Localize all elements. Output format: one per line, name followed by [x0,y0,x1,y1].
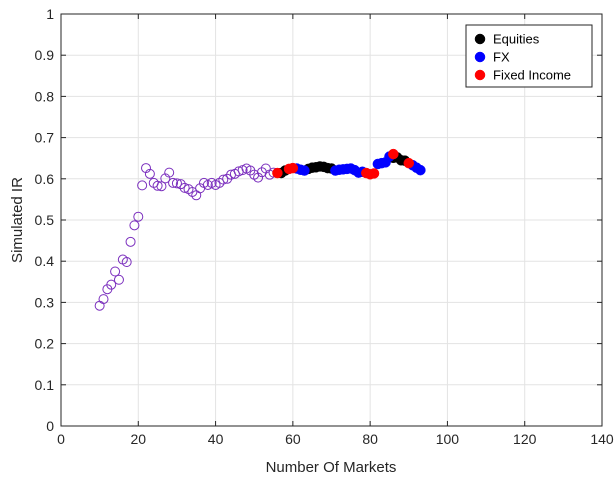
x-tick-label: 60 [285,431,301,447]
data-point-open [152,180,163,191]
data-point-open [106,279,117,290]
data-point-open [98,294,109,305]
data-point-open [129,220,140,231]
y-tick-label: 0.6 [35,171,55,187]
y-tick-label: 0 [46,418,54,434]
data-point-open [175,179,186,190]
y-tick-label: 0.7 [35,130,55,146]
legend-label-equities: Equities [493,32,540,47]
data-point-open [253,172,264,183]
data-point-fx [415,164,426,176]
tick-labels: 0 20 40 60 80 100 120 140 0 0.1 0.2 0.3 0.4 0.5 0.6 0.7… [35,6,614,447]
y-tick-label: 0.2 [35,336,55,352]
y-tick-label: 0.4 [35,253,55,269]
data-point-open [141,163,152,174]
x-axis-label: Number Of Markets [266,459,397,476]
y-tick-label: 0.5 [35,212,55,228]
x-tick-label: 100 [436,431,460,447]
data-point-fixed-income [403,157,415,169]
data-point-open [110,266,121,277]
data-point-open [137,180,148,191]
data-point-fx [299,165,310,176]
legend-label-fixed-income: Fixed Income [493,68,571,83]
legend-label-fx: FX [493,50,510,65]
x-tick-label: 20 [130,431,146,447]
x-tick-label: 140 [590,431,614,447]
data-point-open [133,211,144,222]
x-tick-label: 40 [208,431,224,447]
y-axis-label: Simulated IR [9,177,26,263]
data-point-open [113,274,124,285]
x-tick-label: 120 [513,431,537,447]
legend: Equities FX Fixed Income [465,24,593,88]
data-points [94,148,426,311]
data-point-fixed-income [287,162,299,174]
data-point-open [121,257,132,268]
y-tick-label: 1 [46,6,54,22]
series-3 [272,148,415,180]
data-point-fixed-income [368,168,380,179]
legend-items: Equities FX Fixed Income [474,32,571,83]
data-point-open [171,178,182,189]
x-tick-label: 80 [362,431,378,447]
data-point-open [218,174,229,185]
legend-box [465,24,593,88]
data-point-fixed-income [272,167,283,179]
data-point-open [214,177,225,188]
data-point-fixed-income [388,148,399,160]
axis-ticks [60,13,603,427]
y-tick-label: 0.8 [35,88,55,104]
series-0 [94,163,279,311]
y-tick-label: 0.1 [35,377,55,393]
data-point-open [125,236,136,247]
x-tick-label: 0 [57,431,65,447]
y-tick-label: 0.3 [35,294,55,310]
y-tick-label: 0.9 [35,47,55,63]
legend-marker-equities [474,33,486,45]
data-point-open [144,168,155,179]
data-point-open [179,182,190,193]
data-point-open [156,181,167,192]
data-point-open [168,177,179,188]
legend-marker-fixed-income [474,69,486,81]
data-point-open [160,173,171,184]
data-point-open [256,167,267,178]
data-point-open [164,167,175,178]
legend-marker-fx [474,51,486,63]
